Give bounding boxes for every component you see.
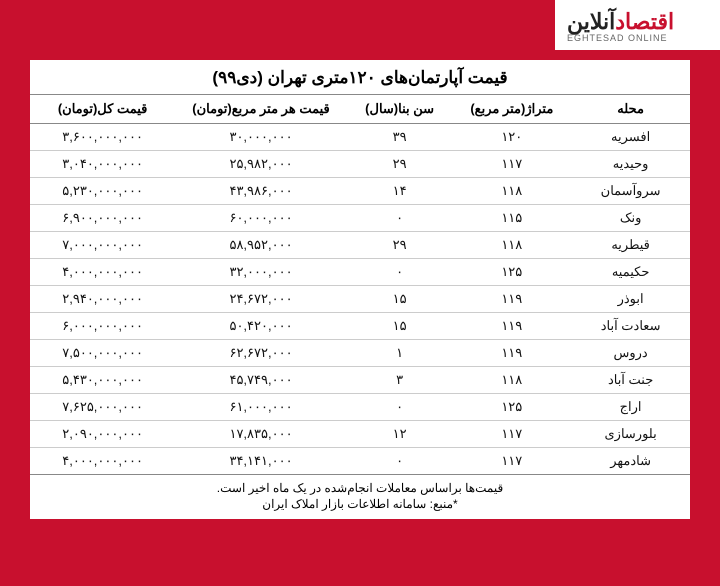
table-row: وحیدیه۱۱۷۲۹۲۵,۹۸۲,۰۰۰۳,۰۴۰,۰۰۰,۰۰۰ — [30, 151, 690, 178]
col-total-price: قیمت کل(تومان) — [30, 95, 175, 124]
table-cell: ۱۱۸ — [452, 232, 571, 259]
table-cell: شادمهر — [571, 448, 690, 475]
col-neighborhood: محله — [571, 95, 690, 124]
table-cell: ۱۱۸ — [452, 367, 571, 394]
table-cell: ۱۱۹ — [452, 313, 571, 340]
table-cell: افسریه — [571, 124, 690, 151]
table-row: حکیمیه۱۲۵۰۳۲,۰۰۰,۰۰۰۴,۰۰۰,۰۰۰,۰۰۰ — [30, 259, 690, 286]
table-cell: ۲۴,۶۷۲,۰۰۰ — [175, 286, 347, 313]
table-source: *منبع: سامانه اطلاعات بازار املاک ایران — [30, 497, 690, 519]
col-age: سن بنا(سال) — [347, 95, 453, 124]
table-cell: ۱۵ — [347, 286, 453, 313]
table-cell: ۱۷,۸۳۵,۰۰۰ — [175, 421, 347, 448]
table-cell: ۱۱۷ — [452, 421, 571, 448]
table-cell: ۱۲۵ — [452, 259, 571, 286]
table-cell: ۲۹ — [347, 232, 453, 259]
table-cell: ۳ — [347, 367, 453, 394]
table-cell: ابوذر — [571, 286, 690, 313]
price-table: محله متراژ(متر مربع) سن بنا(سال) قیمت هر… — [30, 95, 690, 475]
table-cell: ۶۰,۰۰۰,۰۰۰ — [175, 205, 347, 232]
table-cell: ۲,۰۹۰,۰۰۰,۰۰۰ — [30, 421, 175, 448]
table-cell: ۲۹ — [347, 151, 453, 178]
logo-main: اقتصادآنلاین — [567, 9, 674, 35]
table-cell: ۳,۶۰۰,۰۰۰,۰۰۰ — [30, 124, 175, 151]
table-cell: قیطریه — [571, 232, 690, 259]
table-cell: ۷,۵۰۰,۰۰۰,۰۰۰ — [30, 340, 175, 367]
logo-prefix: اقتصاد — [615, 9, 674, 34]
table-cell: ۴,۰۰۰,۰۰۰,۰۰۰ — [30, 259, 175, 286]
table-footnote: قیمت‌ها براساس معاملات انجام‌شده در یک م… — [30, 475, 690, 497]
table-cell: ۱۱۸ — [452, 178, 571, 205]
col-price-per-m: قیمت هر متر مربع(تومان) — [175, 95, 347, 124]
table-row: ونک۱۱۵۰۶۰,۰۰۰,۰۰۰۶,۹۰۰,۰۰۰,۰۰۰ — [30, 205, 690, 232]
table-cell: ۱۵ — [347, 313, 453, 340]
table-cell: ۱۱۹ — [452, 340, 571, 367]
table-cell: سعادت آباد — [571, 313, 690, 340]
table-cell: ۷,۶۲۵,۰۰۰,۰۰۰ — [30, 394, 175, 421]
table-cell: ۰ — [347, 394, 453, 421]
price-table-container: قیمت آپارتمان‌های ۱۲۰متری تهران (دی۹۹) م… — [30, 60, 690, 519]
table-cell: بلورسازی — [571, 421, 690, 448]
table-title: قیمت آپارتمان‌های ۱۲۰متری تهران (دی۹۹) — [30, 60, 690, 95]
table-cell: ۰ — [347, 205, 453, 232]
table-cell: ۳۰,۰۰۰,۰۰۰ — [175, 124, 347, 151]
table-cell: دروس — [571, 340, 690, 367]
table-cell: ۱۲ — [347, 421, 453, 448]
table-cell: ۱۲۵ — [452, 394, 571, 421]
table-cell: ۱۱۷ — [452, 151, 571, 178]
table-cell: ۱۱۹ — [452, 286, 571, 313]
table-cell: ۴۳,۹۸۶,۰۰۰ — [175, 178, 347, 205]
table-cell: ۳,۰۴۰,۰۰۰,۰۰۰ — [30, 151, 175, 178]
table-cell: ۰ — [347, 448, 453, 475]
table-cell: جنت آباد — [571, 367, 690, 394]
table-cell: ۶۲,۶۷۲,۰۰۰ — [175, 340, 347, 367]
table-row: دروس۱۱۹۱۶۲,۶۷۲,۰۰۰۷,۵۰۰,۰۰۰,۰۰۰ — [30, 340, 690, 367]
table-row: ابوذر۱۱۹۱۵۲۴,۶۷۲,۰۰۰۲,۹۴۰,۰۰۰,۰۰۰ — [30, 286, 690, 313]
table-row: بلورسازی۱۱۷۱۲۱۷,۸۳۵,۰۰۰۲,۰۹۰,۰۰۰,۰۰۰ — [30, 421, 690, 448]
table-row: سعادت آباد۱۱۹۱۵۵۰,۴۲۰,۰۰۰۶,۰۰۰,۰۰۰,۰۰۰ — [30, 313, 690, 340]
table-row: افسریه۱۲۰۳۹۳۰,۰۰۰,۰۰۰۳,۶۰۰,۰۰۰,۰۰۰ — [30, 124, 690, 151]
table-row: جنت آباد۱۱۸۳۴۵,۷۴۹,۰۰۰۵,۴۳۰,۰۰۰,۰۰۰ — [30, 367, 690, 394]
logo-suffix: آنلاین — [567, 9, 615, 34]
table-cell: ۵۸,۹۵۲,۰۰۰ — [175, 232, 347, 259]
table-row: اراج۱۲۵۰۶۱,۰۰۰,۰۰۰۷,۶۲۵,۰۰۰,۰۰۰ — [30, 394, 690, 421]
table-cell: ۳۲,۰۰۰,۰۰۰ — [175, 259, 347, 286]
table-row: سروآسمان۱۱۸۱۴۴۳,۹۸۶,۰۰۰۵,۲۳۰,۰۰۰,۰۰۰ — [30, 178, 690, 205]
table-cell: حکیمیه — [571, 259, 690, 286]
table-cell: ونک — [571, 205, 690, 232]
table-cell: ۵۰,۴۲۰,۰۰۰ — [175, 313, 347, 340]
table-row: شادمهر۱۱۷۰۳۴,۱۴۱,۰۰۰۴,۰۰۰,۰۰۰,۰۰۰ — [30, 448, 690, 475]
table-cell: ۲,۹۴۰,۰۰۰,۰۰۰ — [30, 286, 175, 313]
table-cell: ۱۴ — [347, 178, 453, 205]
table-cell: ۱۲۰ — [452, 124, 571, 151]
table-cell: ۲۵,۹۸۲,۰۰۰ — [175, 151, 347, 178]
table-cell: ۳۴,۱۴۱,۰۰۰ — [175, 448, 347, 475]
col-area: متراژ(متر مربع) — [452, 95, 571, 124]
table-header: محله متراژ(متر مربع) سن بنا(سال) قیمت هر… — [30, 95, 690, 124]
table-cell: سروآسمان — [571, 178, 690, 205]
table-body: افسریه۱۲۰۳۹۳۰,۰۰۰,۰۰۰۳,۶۰۰,۰۰۰,۰۰۰وحیدیه… — [30, 124, 690, 475]
table-cell: ۴۵,۷۴۹,۰۰۰ — [175, 367, 347, 394]
table-cell: اراج — [571, 394, 690, 421]
table-cell: ۵,۴۳۰,۰۰۰,۰۰۰ — [30, 367, 175, 394]
table-cell: ۱۱۵ — [452, 205, 571, 232]
site-logo: اقتصادآنلاین EGHTESAD ONLINE — [555, 0, 720, 50]
table-row: قیطریه۱۱۸۲۹۵۸,۹۵۲,۰۰۰۷,۰۰۰,۰۰۰,۰۰۰ — [30, 232, 690, 259]
table-cell: وحیدیه — [571, 151, 690, 178]
table-cell: ۴,۰۰۰,۰۰۰,۰۰۰ — [30, 448, 175, 475]
table-cell: ۱۱۷ — [452, 448, 571, 475]
table-cell: ۵,۲۳۰,۰۰۰,۰۰۰ — [30, 178, 175, 205]
table-cell: ۶,۹۰۰,۰۰۰,۰۰۰ — [30, 205, 175, 232]
table-cell: ۳۹ — [347, 124, 453, 151]
table-cell: ۰ — [347, 259, 453, 286]
logo-subtitle: EGHTESAD ONLINE — [567, 33, 668, 43]
table-cell: ۷,۰۰۰,۰۰۰,۰۰۰ — [30, 232, 175, 259]
table-cell: ۶,۰۰۰,۰۰۰,۰۰۰ — [30, 313, 175, 340]
table-cell: ۶۱,۰۰۰,۰۰۰ — [175, 394, 347, 421]
table-cell: ۱ — [347, 340, 453, 367]
